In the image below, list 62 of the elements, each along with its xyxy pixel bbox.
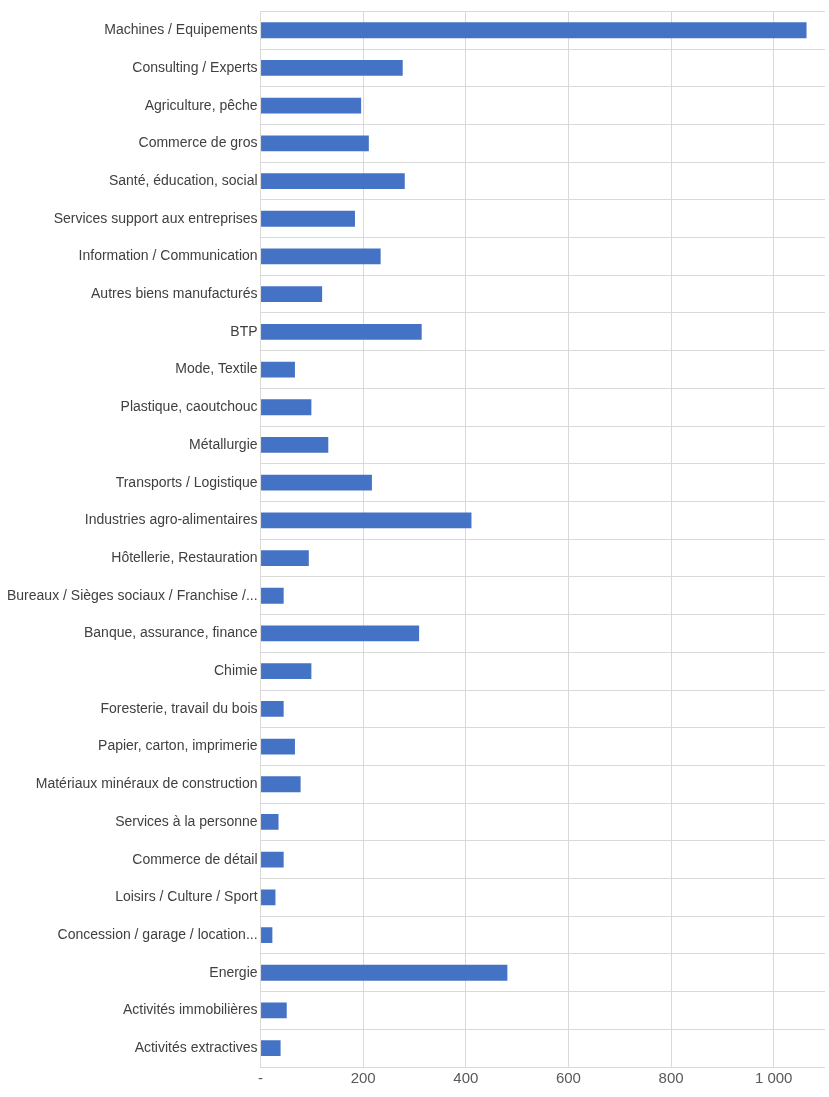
bar	[261, 286, 323, 303]
y-tick-label: Banque, assurance, finance	[83, 624, 258, 641]
y-tick-label: Matériaux minéraux de construction	[35, 775, 258, 792]
y-tick-label: Foresterie, travail du bois	[100, 699, 258, 716]
bar	[261, 135, 369, 152]
y-tick-label: Information / Communication	[78, 247, 258, 264]
bar	[261, 587, 284, 604]
x-tick-label: 800	[658, 1069, 684, 1087]
y-tick-label: Consulting / Experts	[132, 58, 258, 75]
bar	[261, 210, 355, 227]
bar	[261, 889, 276, 906]
x-tick-label: 600	[555, 1069, 581, 1087]
bar	[261, 738, 295, 755]
x-tick-label: 200	[350, 1069, 376, 1087]
bar	[261, 927, 273, 943]
bar	[261, 1040, 281, 1057]
y-tick-label: Métallurgie	[189, 435, 258, 452]
y-tick-label: Loisirs / Culture / Sport	[115, 888, 258, 905]
bar	[261, 361, 295, 378]
y-tick-label: Industries agro-alimentaires	[84, 511, 258, 528]
bar	[261, 550, 309, 566]
y-tick-label: Bureaux / Sièges sociaux / Franchise /...	[6, 586, 258, 603]
y-tick-label: Concession / garage / location...	[57, 925, 258, 942]
y-tick-label: Activités immobilières	[122, 1001, 258, 1018]
x-tick-label: 1 000	[754, 1069, 793, 1087]
y-tick-label: Services support aux entreprises	[53, 209, 258, 226]
y-tick-label: Machines / Equipements	[104, 21, 258, 38]
y-tick-label: Commerce de détail	[132, 850, 258, 867]
bar	[261, 60, 403, 76]
y-tick-label: Santé, éducation, social	[108, 171, 258, 188]
y-tick-label: Papier, carton, imprimerie	[98, 737, 258, 754]
bar	[261, 814, 279, 830]
y-tick-label: BTP	[230, 322, 258, 339]
bar	[261, 964, 508, 981]
bar	[261, 173, 405, 189]
bar	[261, 22, 807, 39]
bar	[261, 663, 312, 680]
y-tick-label: Hôtellerie, Restauration	[111, 548, 258, 565]
y-tick-label: Transports / Logistique	[115, 473, 258, 490]
bar	[261, 474, 372, 491]
y-tick-label: Energie	[209, 963, 258, 980]
y-tick-label: Commerce de gros	[138, 134, 258, 151]
bar	[261, 399, 312, 416]
x-tick-label: 400	[453, 1069, 479, 1087]
y-tick-label: Activités extractives	[134, 1039, 258, 1056]
bar	[261, 700, 284, 717]
bar	[261, 625, 420, 642]
y-tick-label: Autres biens manufacturés	[91, 285, 258, 302]
bar	[261, 97, 362, 114]
y-tick-label: Chimie	[213, 662, 258, 679]
y-tick-label: Mode, Textile	[175, 360, 258, 377]
x-tick-label: -	[258, 1069, 264, 1087]
y-tick-label: Services à la personne	[115, 812, 258, 829]
y-tick-label: Plastique, caoutchouc	[120, 398, 258, 415]
bar	[261, 512, 472, 529]
bar	[261, 1002, 287, 1019]
bar	[261, 851, 284, 868]
bar	[261, 437, 329, 453]
y-tick-label: Agriculture, pêche	[144, 96, 258, 113]
bar	[261, 323, 422, 340]
bar	[261, 248, 381, 265]
bar	[261, 776, 301, 793]
